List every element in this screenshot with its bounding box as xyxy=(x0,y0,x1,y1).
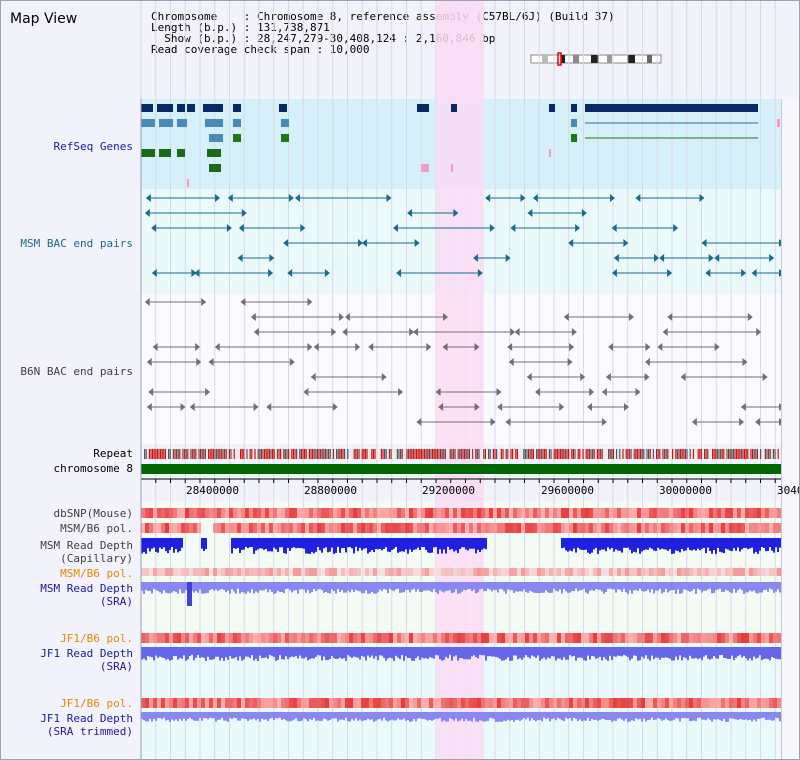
track-label-chromosome: chromosome 8 xyxy=(53,462,133,475)
track-label-msm-depth-capillary: MSM Read Depth (Capillary) xyxy=(40,539,133,565)
track-label-jf1-depth-sra: JF1 Read Depth (SRA) xyxy=(40,647,133,673)
msm-bac-end-pairs[interactable] xyxy=(144,194,784,277)
track-label-msm-depth-sra: MSM Read Depth (SRA) xyxy=(40,582,133,608)
ruler-tick-label: 28400000 xyxy=(186,484,239,497)
ruler-tick-label: 28800000 xyxy=(304,484,357,497)
chromosome-bar[interactable] xyxy=(141,464,781,474)
ruler-tick-label: 29200000 xyxy=(422,484,475,497)
track-label-jf1-b6-pol: JF1/B6 pol. xyxy=(60,632,133,645)
page-title: Map View xyxy=(10,11,78,27)
track-label-msm-b6-pol: MSM/B6 pol. xyxy=(60,522,133,535)
ruler-tick-label: 30000000 xyxy=(659,484,712,497)
track-label-msm-bac: MSM BAC end pairs xyxy=(20,237,133,250)
position-ruler xyxy=(140,478,781,483)
polymorphism-and-depth-tracks[interactable] xyxy=(141,508,781,722)
chromosome-info: Chromosome : Chromosome 8, reference ass… xyxy=(151,11,615,55)
vertical-scrollbar[interactable] xyxy=(781,99,799,759)
refseq-genes[interactable] xyxy=(141,104,780,187)
ruler-tick-label: 3040 xyxy=(777,484,799,497)
info-coverage-span: Read coverage check span : 10,000 xyxy=(151,43,370,56)
track-label-dbsnp: dbSNP(Mouse) xyxy=(53,507,133,520)
repeat-track[interactable] xyxy=(144,449,779,459)
track-label-jf1-b6-pol-trimmed: JF1/B6 pol. xyxy=(60,697,133,710)
chromosome-ideogram[interactable] xyxy=(530,52,662,66)
track-label-msm-b6-pol-sra: MSM/B6 pol. xyxy=(60,567,133,580)
ruler-tick-label: 29600000 xyxy=(541,484,594,497)
track-label-jf1-depth-trimmed: JF1 Read Depth (SRA trimmed) xyxy=(40,712,133,738)
track-label-repeat: Repeat xyxy=(93,447,133,460)
highlight-region[interactable] xyxy=(436,1,484,760)
track-label-b6n-bac: B6N BAC end pairs xyxy=(20,365,133,378)
track-label-refseq: RefSeq Genes xyxy=(53,140,133,153)
b6n-bac-end-pairs[interactable] xyxy=(144,298,784,426)
